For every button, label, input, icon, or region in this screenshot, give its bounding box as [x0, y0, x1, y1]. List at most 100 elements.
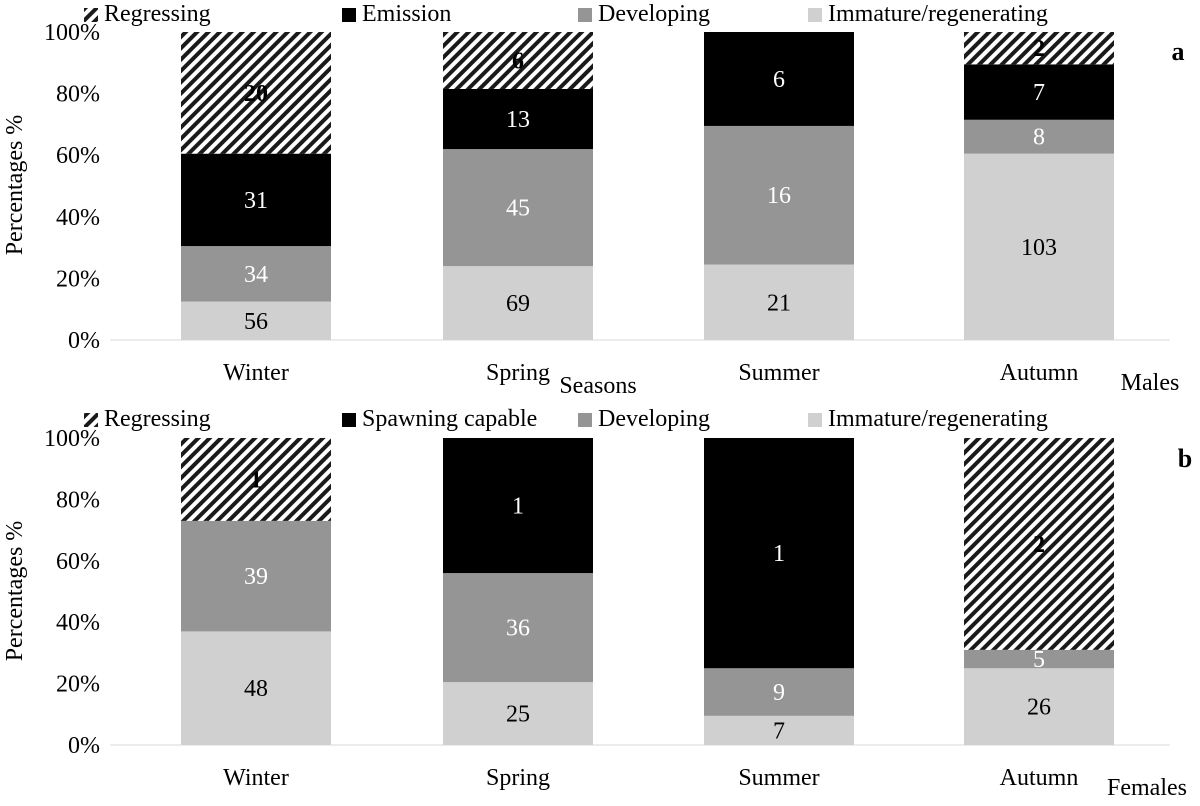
bar-segment	[704, 125, 854, 265]
data-label: 6	[512, 48, 524, 74]
x-tick-label: Spring	[486, 360, 550, 386]
data-label: 13	[506, 107, 530, 133]
y-tick-label: 40%	[56, 610, 100, 636]
bar-segment	[964, 64, 1114, 120]
data-label: 25	[506, 702, 530, 728]
bar-segment	[443, 149, 593, 267]
bar-segment	[964, 438, 1114, 650]
bar-segment	[704, 264, 854, 340]
x-tick-label: Summer	[738, 765, 819, 791]
data-label: 8	[1033, 125, 1045, 151]
data-label: 5	[1033, 647, 1045, 673]
bar-segment	[443, 88, 593, 150]
legend-swatch	[342, 8, 356, 22]
bar-segment	[964, 668, 1114, 745]
legend-label: Immature/regenerating	[828, 406, 1048, 432]
data-label: 69	[506, 291, 530, 317]
legend-label: Developing	[598, 1, 710, 27]
y-tick-label: 0%	[68, 733, 100, 759]
bar-segment	[181, 631, 331, 745]
legend-swatch	[578, 413, 592, 427]
y-tick-label: 40%	[56, 205, 100, 231]
data-label: 20	[244, 81, 268, 107]
data-label: 56	[244, 309, 268, 335]
y-tick-label: 20%	[56, 672, 100, 698]
data-label: 45	[506, 196, 530, 222]
legend-swatch	[84, 8, 98, 22]
x-tick-label: Winter	[223, 360, 289, 386]
x-tick-label: Autumn	[1000, 765, 1079, 791]
bar-segment	[964, 649, 1114, 669]
bar-segment	[443, 438, 593, 574]
bar-segment	[181, 520, 331, 632]
bar-segment	[181, 32, 331, 154]
data-label: 6	[773, 67, 785, 93]
data-label: 21	[767, 290, 791, 316]
data-label: 2	[1033, 532, 1045, 558]
y-axis-label: Percentages %	[2, 521, 28, 662]
bar-segment	[964, 32, 1114, 65]
legend-swatch	[342, 413, 356, 427]
bar-segment	[704, 438, 854, 669]
y-tick-label: 80%	[56, 82, 100, 108]
bar-segment	[443, 573, 593, 683]
data-label: 1	[512, 494, 524, 520]
y-tick-label: 20%	[56, 266, 100, 292]
data-label: 48	[244, 676, 268, 702]
x-tick-label: Autumn	[1000, 360, 1079, 386]
y-tick-label: 80%	[56, 487, 100, 513]
bar-segment	[181, 246, 331, 302]
data-label: 7	[773, 718, 785, 744]
legend-swatch	[578, 8, 592, 22]
data-label: 103	[1021, 235, 1057, 261]
data-label: 2	[1033, 36, 1045, 62]
data-label: 1	[250, 467, 262, 493]
legend-label: Regressing	[104, 406, 211, 432]
data-label: 9	[773, 680, 785, 706]
y-tick-label: 100%	[44, 20, 100, 46]
panel-males: a Percentages % Seasons Males Regressing…	[2, 1, 1185, 399]
x-tick-label: Winter	[223, 765, 289, 791]
legend-swatch	[808, 8, 822, 22]
data-label: 7	[1033, 80, 1045, 106]
data-label: 1	[773, 541, 785, 567]
bar-segment	[964, 153, 1114, 340]
bar-segment	[443, 32, 593, 89]
data-label: 31	[244, 188, 268, 214]
data-label: 36	[506, 616, 530, 642]
panel-caption: Females	[1107, 775, 1187, 801]
legend-swatch	[808, 413, 822, 427]
legend-label: Spawning capable	[362, 406, 537, 432]
x-tick-label: Summer	[738, 360, 819, 386]
panel-letter: b	[1178, 444, 1192, 473]
legend-label: Regressing	[104, 1, 211, 27]
bar-segment	[964, 119, 1114, 154]
x-tick-label: Spring	[486, 765, 550, 791]
legend-label: Developing	[598, 406, 710, 432]
x-axis-label: Seasons	[559, 373, 636, 399]
data-label: 39	[244, 564, 268, 590]
y-tick-label: 100%	[44, 426, 100, 452]
bar-segment	[181, 301, 331, 340]
y-tick-label: 0%	[68, 328, 100, 354]
legend-label: Immature/regenerating	[828, 1, 1048, 27]
panel-caption: Males	[1121, 370, 1180, 396]
bar-segment	[181, 153, 331, 247]
data-label: 34	[244, 262, 268, 288]
y-axis-label: Percentages %	[2, 115, 28, 256]
data-label: 26	[1027, 695, 1051, 721]
panel-letter: a	[1172, 37, 1185, 66]
data-label: 16	[767, 183, 791, 209]
bar-segment	[704, 668, 854, 716]
bar-segment	[443, 682, 593, 745]
y-tick-label: 60%	[56, 143, 100, 169]
bar-segment	[443, 266, 593, 340]
bar-segment	[704, 715, 854, 745]
bar-segment	[704, 32, 854, 126]
bar-segment	[181, 438, 331, 521]
y-tick-label: 60%	[56, 549, 100, 575]
panel-females: b Percentages % Females Regressing Spawni…	[2, 406, 1192, 801]
legend-swatch	[84, 413, 98, 427]
